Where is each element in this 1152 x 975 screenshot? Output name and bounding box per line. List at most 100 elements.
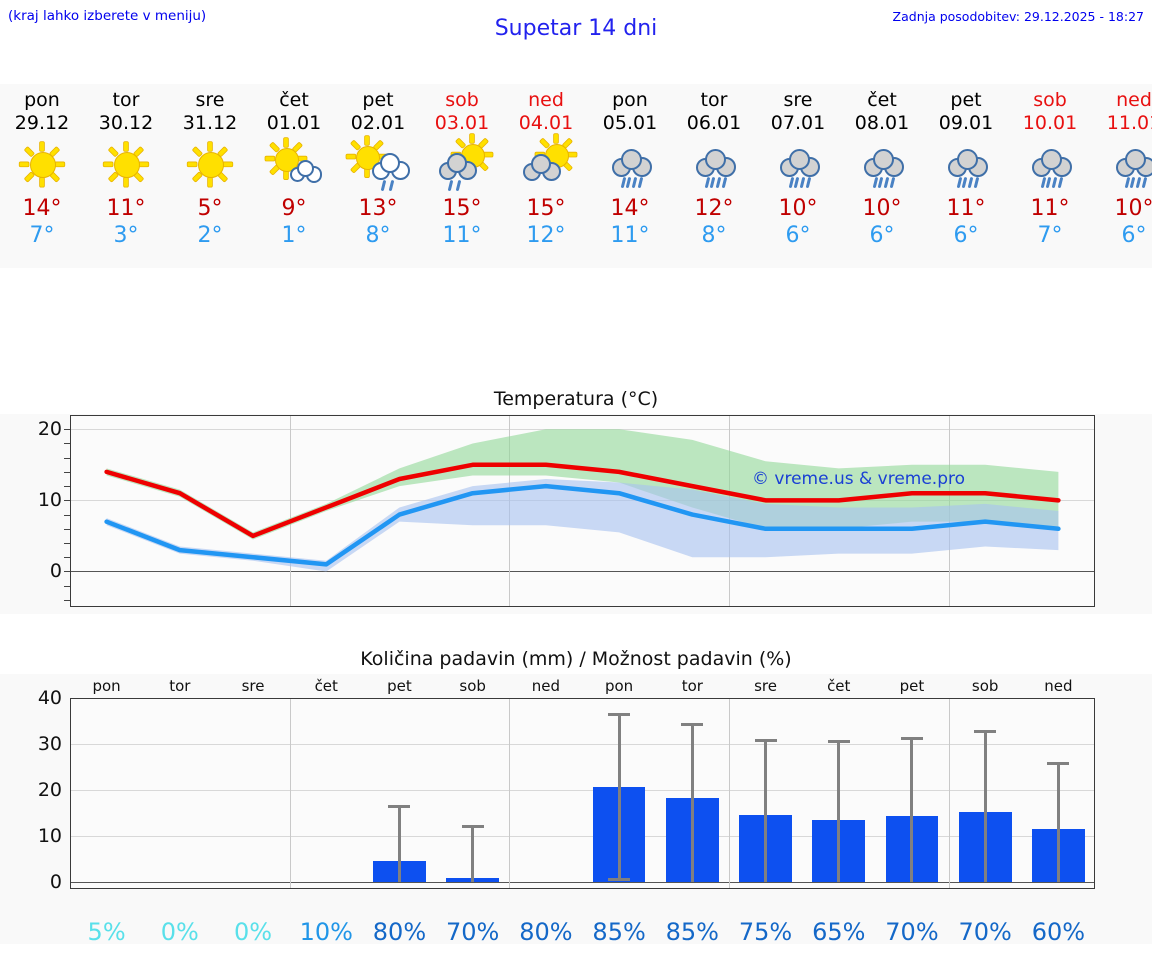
sun-icon bbox=[168, 137, 252, 193]
weather-icon-cloud-sun bbox=[504, 134, 588, 193]
day-column[interactable]: čet 08.01 10° 6° bbox=[840, 84, 924, 268]
day-name: tor bbox=[700, 89, 728, 111]
day-column[interactable]: sre 31.12 5° 2° bbox=[168, 84, 252, 268]
rain-drops-icon bbox=[756, 137, 840, 193]
daily-forecast-strip: pon 29.12 14° 7° tor 30.12 11° 3° sre 31.12 5° 2° če… bbox=[0, 84, 1152, 268]
temperature-max: 5° bbox=[197, 196, 223, 221]
day-name: sob bbox=[445, 89, 479, 111]
temperature-series-svg bbox=[104, 429, 1061, 572]
day-name: sob bbox=[1033, 89, 1067, 111]
day-column[interactable]: čet 01.01 9° 1° bbox=[252, 84, 336, 268]
gridline-horizontal bbox=[70, 836, 1095, 838]
day-date: 04.01 bbox=[518, 112, 574, 134]
gridline-vertical bbox=[728, 698, 730, 889]
precipitation-probability-label: 5% bbox=[87, 918, 126, 946]
precip-day-label: čet bbox=[827, 677, 851, 695]
day-name: pon bbox=[24, 89, 60, 111]
precipitation-probability-label: 80% bbox=[372, 918, 427, 946]
grey-cloud-icon bbox=[756, 137, 840, 193]
temperature-min: 6° bbox=[1121, 223, 1147, 248]
precip-day-label: pon bbox=[604, 677, 634, 695]
day-column[interactable]: pet 09.01 11° 6° bbox=[924, 84, 1008, 268]
y-axis-tick bbox=[64, 528, 70, 530]
precipitation-probability-label: 60% bbox=[1031, 918, 1086, 946]
temperature-max: 11° bbox=[106, 196, 146, 221]
temperature-max: 13° bbox=[358, 196, 398, 221]
day-column[interactable]: ned 04.01 15° 12° bbox=[504, 84, 588, 268]
y-axis-label: 0 bbox=[49, 871, 62, 894]
page-title: Supetar 14 dni bbox=[494, 16, 658, 41]
precipitation-error-bar bbox=[983, 730, 987, 883]
y-axis-label: 20 bbox=[37, 779, 62, 802]
precipitation-error-cap bbox=[754, 738, 777, 742]
day-date: 08.01 bbox=[854, 112, 910, 134]
day-name: čet bbox=[867, 89, 897, 111]
grey-cloud-icon bbox=[840, 137, 924, 193]
temperature-line-max bbox=[104, 462, 1061, 539]
menu-hint-text: (kraj lahko izberete v meniju) bbox=[8, 8, 207, 24]
page-header: (kraj lahko izberete v meniju) Supetar 1… bbox=[0, 0, 1152, 62]
precipitation-error-cap bbox=[974, 730, 997, 734]
weather-icon-cloud-rain bbox=[1008, 137, 1092, 193]
gridline-vertical bbox=[948, 698, 950, 889]
gridline-horizontal bbox=[70, 744, 1095, 746]
grey-cloud-icon bbox=[504, 137, 588, 193]
weather-icon-cloud-rain bbox=[588, 137, 672, 193]
y-axis-tick bbox=[64, 585, 70, 587]
day-date: 10.01 bbox=[1022, 112, 1078, 134]
day-name: tor bbox=[112, 89, 140, 111]
day-column[interactable]: pet 02.01 13° 8° bbox=[336, 84, 420, 268]
y-axis-tick bbox=[64, 557, 70, 559]
y-axis-tick bbox=[64, 571, 70, 573]
day-name: sre bbox=[783, 89, 813, 111]
precipitation-error-cap bbox=[900, 736, 923, 740]
day-column[interactable]: sre 07.01 10° 6° bbox=[756, 84, 840, 268]
day-date: 05.01 bbox=[602, 112, 658, 134]
temperature-min: 7° bbox=[1037, 223, 1063, 248]
y-axis-label: 10 bbox=[37, 489, 62, 512]
weather-icon-sunny bbox=[84, 137, 168, 193]
y-axis-tick bbox=[64, 443, 70, 445]
weather-icon-cloud-rain bbox=[756, 137, 840, 193]
temperature-max: 10° bbox=[862, 196, 902, 221]
y-axis-tick bbox=[64, 543, 70, 544]
copyright-watermark: © vreme.us & vreme.pro bbox=[752, 469, 966, 489]
sun-icon bbox=[0, 137, 84, 193]
precipitation-probability-label: 75% bbox=[738, 918, 793, 946]
grey-cloud-icon bbox=[1092, 137, 1152, 193]
day-name: pet bbox=[950, 89, 982, 111]
precipitation-error-bar bbox=[690, 722, 694, 883]
gridline-horizontal bbox=[70, 882, 1095, 884]
temperature-min: 1° bbox=[281, 223, 307, 248]
day-column[interactable]: sob 03.01 15° 11° bbox=[420, 84, 504, 268]
weather-icon-sunny bbox=[168, 137, 252, 193]
precipitation-error-cap bbox=[608, 878, 631, 882]
rain-drops-icon bbox=[672, 137, 756, 193]
day-name: sre bbox=[195, 89, 225, 111]
day-column[interactable]: tor 06.01 12° 8° bbox=[672, 84, 756, 268]
day-date: 31.12 bbox=[182, 112, 238, 134]
day-name: pet bbox=[362, 89, 394, 111]
y-axis-label: 30 bbox=[37, 733, 62, 756]
precipitation-probability-label: 0% bbox=[160, 918, 199, 946]
temperature-min: 6° bbox=[869, 223, 895, 248]
rain-drops-icon bbox=[336, 137, 420, 193]
y-axis-tick bbox=[64, 599, 70, 601]
y-axis-tick bbox=[64, 471, 70, 473]
y-axis-label: 40 bbox=[37, 687, 62, 709]
day-column[interactable]: pon 29.12 14° 7° bbox=[0, 84, 84, 268]
gridline-vertical bbox=[289, 698, 291, 889]
weather-icon-cloud-rain bbox=[672, 137, 756, 193]
day-column[interactable]: tor 30.12 11° 3° bbox=[84, 84, 168, 268]
day-column[interactable]: sob 10.01 11° 7° bbox=[1008, 84, 1092, 268]
day-name: ned bbox=[528, 89, 564, 111]
y-axis-tick bbox=[64, 457, 70, 459]
day-date: 29.12 bbox=[14, 112, 70, 134]
day-date: 01.01 bbox=[266, 112, 322, 134]
precipitation-error-cap bbox=[827, 740, 850, 744]
day-column[interactable]: pon 05.01 14° 11° bbox=[588, 84, 672, 268]
rain-drops-icon bbox=[1092, 137, 1152, 193]
precipitation-probability-label: 85% bbox=[592, 918, 646, 946]
temperature-max: 14° bbox=[22, 196, 62, 221]
